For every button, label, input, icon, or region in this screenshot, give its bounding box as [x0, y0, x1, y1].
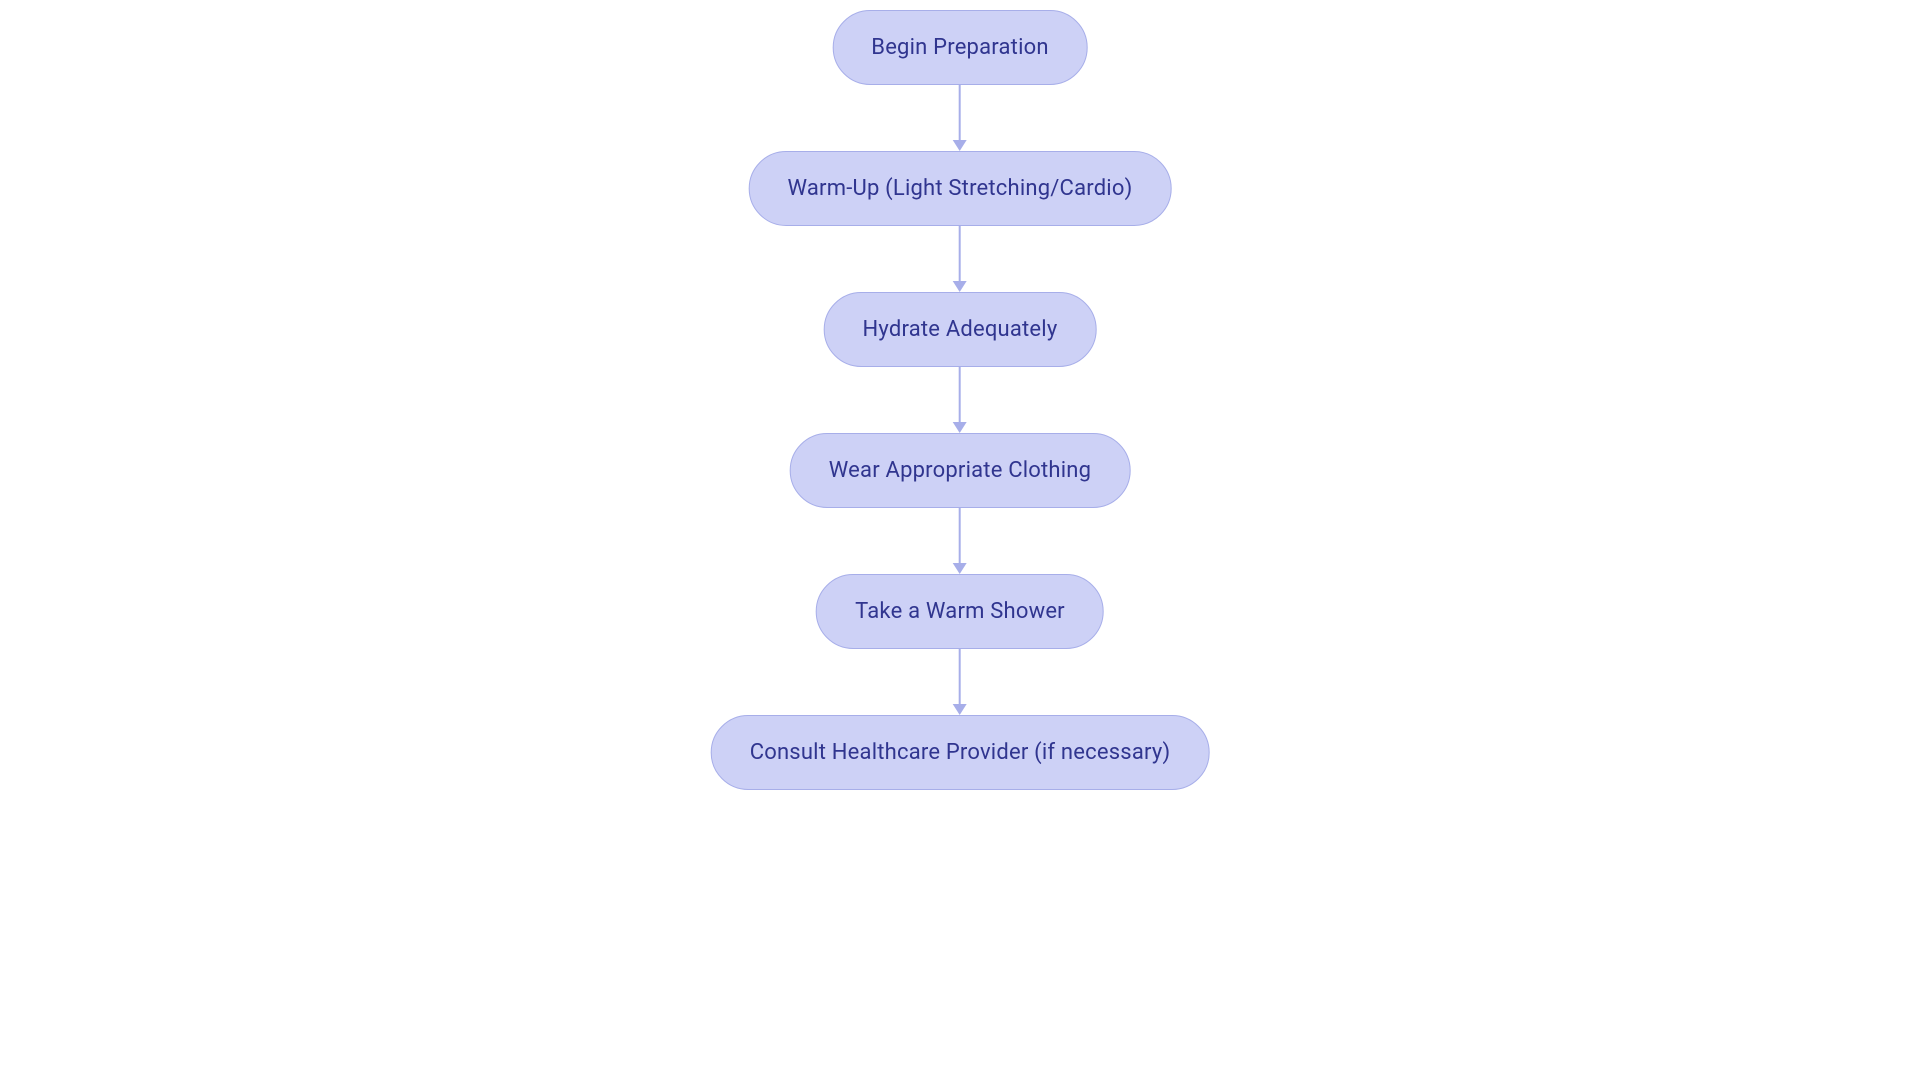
flowchart-node: Take a Warm Shower — [816, 574, 1104, 649]
flowchart-node: Hydrate Adequately — [824, 292, 1097, 367]
flowchart-arrow — [953, 649, 967, 715]
flowchart-arrow — [953, 226, 967, 292]
flowchart-node: Warm-Up (Light Stretching/Cardio) — [749, 151, 1172, 226]
flowchart-container: Begin Preparation Warm-Up (Light Stretch… — [711, 10, 1210, 790]
flowchart-node: Wear Appropriate Clothing — [790, 433, 1130, 508]
flowchart-arrow — [953, 85, 967, 151]
flowchart-arrow — [953, 508, 967, 574]
flowchart-arrow — [953, 367, 967, 433]
flowchart-node: Begin Preparation — [832, 10, 1087, 85]
flowchart-node: Consult Healthcare Provider (if necessar… — [711, 715, 1210, 790]
